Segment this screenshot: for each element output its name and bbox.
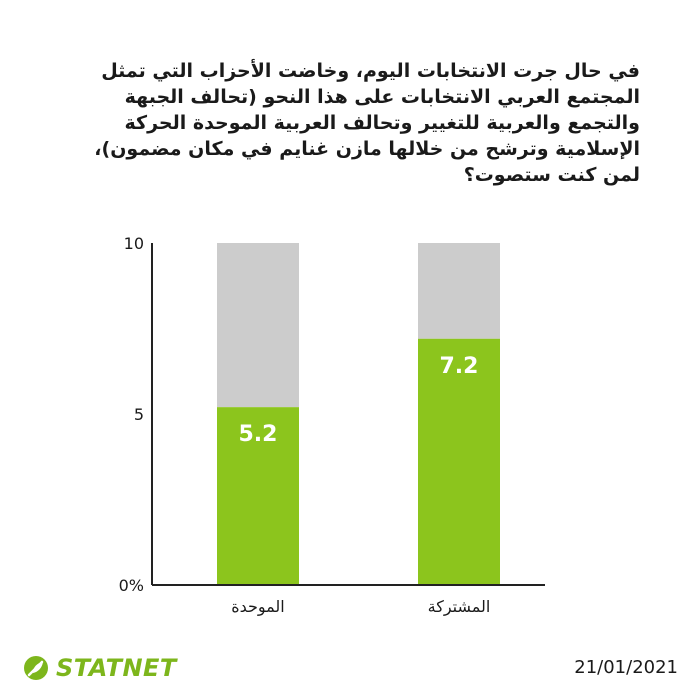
statnet-logo: STATNET [22, 654, 177, 682]
bar [418, 338, 500, 585]
question-text: في حال جرت الانتخابات اليوم، وخاضت الأحز… [94, 60, 640, 186]
bar-remainder [217, 243, 299, 408]
data-label: 7.2 [440, 354, 479, 379]
y-tick-label: 10 [124, 234, 144, 253]
bar [217, 407, 299, 585]
category-label: المشتركة [428, 597, 491, 617]
y-tick-label: 0% [119, 576, 144, 595]
survey-date: 21/01/2021 [574, 657, 678, 678]
brand-name: STATNET [56, 654, 177, 682]
category-label: الموحدة [231, 597, 285, 617]
y-tick-label: 5 [134, 405, 144, 424]
leaf-icon [24, 656, 48, 680]
data-label: 5.2 [239, 422, 278, 447]
bar-remainder [418, 243, 500, 339]
